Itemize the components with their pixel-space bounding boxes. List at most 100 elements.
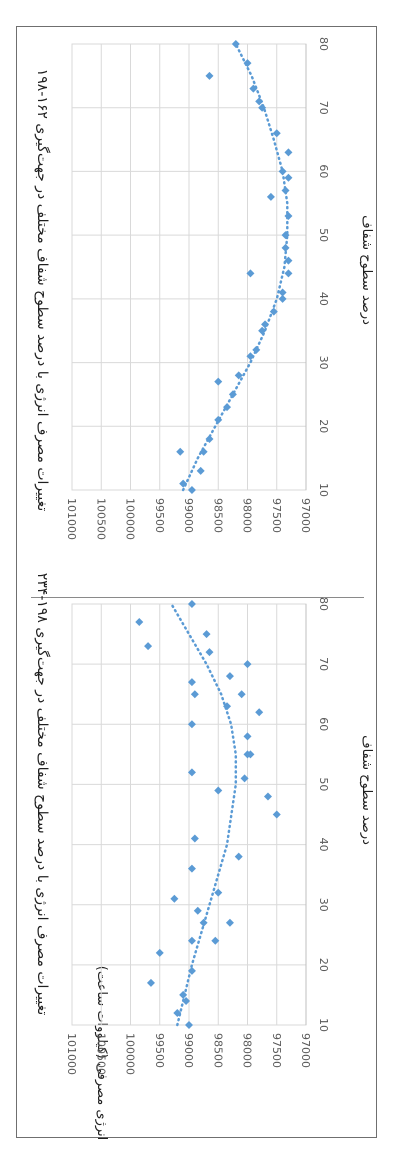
category-tick-label: 60 <box>317 164 330 178</box>
data-point <box>266 192 275 201</box>
data-point <box>281 243 290 252</box>
data-point <box>255 97 264 106</box>
category-tick-label: 40 <box>317 292 330 306</box>
value-tick-label: 98500 <box>211 1033 224 1068</box>
value-tick-label: 97500 <box>270 1033 283 1068</box>
data-point <box>179 990 188 999</box>
value-tick-label: 98000 <box>241 1033 254 1068</box>
data-point <box>246 269 255 278</box>
value-tick-label: 99500 <box>153 498 166 533</box>
data-point <box>237 690 246 699</box>
data-point <box>205 435 214 444</box>
category-tick-label: 30 <box>317 898 330 912</box>
data-point <box>214 377 223 386</box>
category-tick-label: 10 <box>317 1018 330 1032</box>
data-point <box>272 810 281 819</box>
data-point <box>284 148 293 157</box>
value-tick-label: 100000 <box>124 498 137 540</box>
category-tick-label: 70 <box>317 101 330 115</box>
category-tick-label: 50 <box>317 228 330 242</box>
chart1-ylabel: (کیلووات ساعت) انرژی مصرفی <box>94 966 109 1141</box>
data-point <box>281 186 290 195</box>
category-tick-label: 80 <box>317 597 330 611</box>
chart1-title: تغییرات مصرف انرژی با درصد سطوح شفاف مخت… <box>34 573 51 1016</box>
data-point <box>284 212 293 221</box>
value-tick-label: 100500 <box>94 498 107 540</box>
data-point <box>214 786 223 795</box>
value-tick-label: 99000 <box>182 498 195 533</box>
data-point <box>284 173 293 182</box>
chart1: 97000 97500 98000 98500 99000 99500 100000 1005… <box>65 597 330 1075</box>
category-tick-label: 30 <box>317 356 330 370</box>
data-point <box>190 690 199 699</box>
data-point <box>214 888 223 897</box>
trendline <box>181 42 289 492</box>
data-point <box>187 720 196 729</box>
value-tick-label: 97000 <box>299 498 312 533</box>
data-point <box>249 84 258 93</box>
data-point <box>284 269 293 278</box>
data-point <box>202 630 211 639</box>
chart2-xlabel: درصد سطوح شفاف <box>359 215 374 325</box>
data-point <box>187 864 196 873</box>
data-point <box>185 1021 193 1029</box>
data-point <box>179 479 188 488</box>
data-point <box>278 294 287 303</box>
data-point <box>146 978 155 987</box>
value-tick-label: 99000 <box>182 1033 195 1068</box>
data-point <box>173 1008 182 1017</box>
data-point <box>234 371 243 380</box>
data-point <box>182 996 191 1005</box>
data-point <box>187 966 196 975</box>
data-point <box>246 750 255 759</box>
data-point <box>269 307 278 316</box>
data-point <box>187 678 196 687</box>
value-tick-label: 100000 <box>124 1033 137 1075</box>
data-point <box>228 390 237 399</box>
data-point <box>234 852 243 861</box>
data-point <box>205 648 214 657</box>
data-point <box>255 708 264 717</box>
category-tick-label: 80 <box>317 37 330 51</box>
data-point <box>278 167 287 176</box>
category-tick-label: 70 <box>317 657 330 671</box>
value-tick-label: 97000 <box>299 1033 312 1068</box>
category-tick-label: 20 <box>317 958 330 972</box>
data-point <box>223 702 232 711</box>
category-tick-label: 40 <box>317 838 330 852</box>
data-point <box>187 486 196 494</box>
data-point <box>261 320 270 329</box>
data-point <box>258 103 267 112</box>
data-point <box>193 906 202 915</box>
trendline <box>170 602 238 1027</box>
data-point <box>155 948 164 957</box>
data-point <box>176 447 185 456</box>
data-point <box>243 732 252 741</box>
data-point <box>135 618 144 627</box>
category-tick-label: 60 <box>317 717 330 731</box>
chart2: 97000 97500 98000 98500 99000 99500 100000 1005… <box>65 37 330 540</box>
data-point <box>144 642 153 651</box>
data-point <box>243 59 252 68</box>
data-point <box>205 71 214 80</box>
chart2-title: تغییرات مصرف انرژی با درصد سطوح شفاف مخت… <box>34 69 51 512</box>
value-tick-label: 98500 <box>211 498 224 533</box>
data-point <box>187 768 196 777</box>
value-tick-label: 101000 <box>65 1033 78 1075</box>
data-point <box>231 40 240 48</box>
data-point <box>258 326 267 335</box>
value-tick-label: 97500 <box>270 498 283 533</box>
data-point <box>243 660 252 669</box>
category-tick-label: 10 <box>317 483 330 497</box>
value-tick-label: 98000 <box>241 498 254 533</box>
chart1-xlabel: درصد سطوح شفاف <box>359 735 374 845</box>
data-point <box>272 129 281 138</box>
data-point <box>240 774 249 783</box>
figure-frame <box>16 26 377 1138</box>
data-point <box>199 918 208 927</box>
data-point <box>199 447 208 456</box>
data-point <box>223 403 232 412</box>
data-point <box>190 834 199 843</box>
data-point <box>211 936 220 945</box>
